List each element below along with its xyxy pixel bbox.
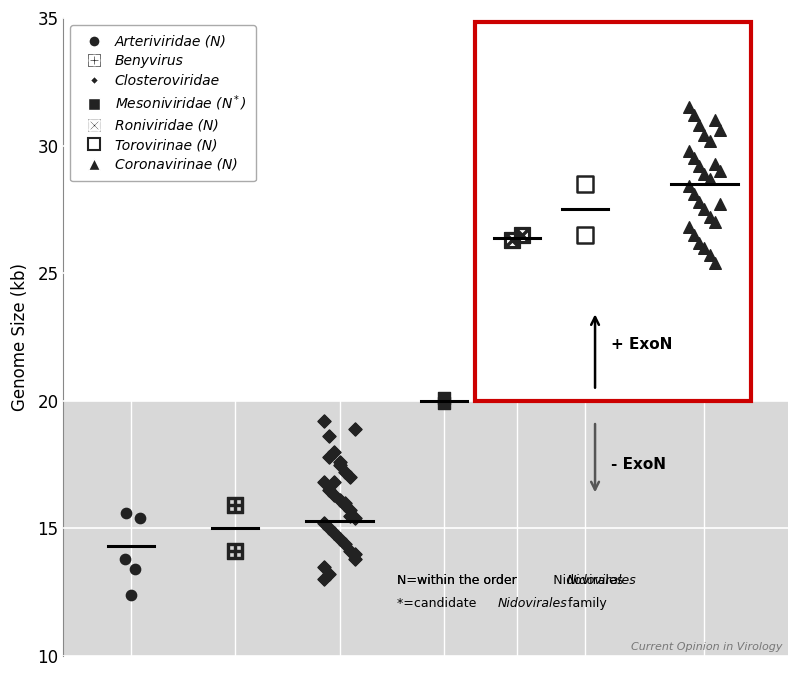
Point	[133, 513, 146, 523]
Point	[714, 165, 726, 176]
Point	[333, 459, 346, 470]
Point	[344, 472, 356, 483]
Point	[682, 222, 695, 233]
Y-axis label: Genome Size (kb): Genome Size (kb)	[11, 263, 29, 411]
Point	[703, 135, 716, 146]
Point	[688, 110, 701, 121]
Point	[714, 199, 726, 210]
Point	[339, 466, 352, 477]
Point	[333, 533, 346, 544]
Bar	[475, 22, 751, 401]
Point	[682, 145, 695, 156]
Point	[709, 258, 721, 268]
Point	[318, 416, 331, 426]
Point	[344, 505, 356, 516]
Text: *=candidate: *=candidate	[397, 597, 480, 610]
Point	[703, 174, 716, 184]
Point	[339, 538, 352, 549]
Point	[318, 477, 331, 488]
Point	[515, 230, 528, 241]
Bar	[63, 401, 788, 656]
Point	[698, 168, 711, 179]
Point	[693, 237, 706, 248]
Point	[229, 500, 242, 511]
Point	[333, 495, 346, 506]
Point	[318, 574, 331, 585]
Point	[328, 528, 341, 539]
Point	[438, 393, 451, 403]
Point	[438, 398, 451, 409]
Point	[349, 424, 362, 435]
Point	[682, 181, 695, 192]
Point	[698, 242, 711, 253]
Point	[709, 115, 721, 125]
Point	[129, 563, 141, 574]
Point	[578, 178, 591, 189]
Point	[714, 125, 726, 136]
Point	[688, 230, 701, 241]
Point	[323, 431, 336, 442]
Point	[318, 518, 331, 529]
Text: Nidovirales: Nidovirales	[498, 597, 568, 610]
Point	[229, 546, 242, 557]
Text: + ExoN: + ExoN	[610, 337, 672, 352]
Point	[693, 197, 706, 207]
Point	[709, 158, 721, 169]
Point	[693, 161, 706, 172]
Text: Nidovirales: Nidovirales	[567, 574, 637, 587]
Point	[682, 102, 695, 113]
Point	[344, 510, 356, 521]
Text: family: family	[564, 597, 606, 610]
Point	[578, 230, 591, 241]
Point	[120, 508, 133, 519]
Point	[703, 212, 716, 222]
Point	[323, 485, 336, 496]
Point	[328, 477, 341, 488]
Point	[693, 120, 706, 131]
Point	[688, 153, 701, 164]
Point	[505, 235, 518, 245]
Point	[349, 513, 362, 523]
Point	[698, 130, 711, 141]
Point	[698, 204, 711, 215]
Point	[323, 569, 336, 580]
Point	[118, 553, 131, 564]
Point	[344, 546, 356, 557]
Point	[125, 589, 137, 600]
Point	[703, 250, 716, 261]
Text: N=within the order: N=within the order	[397, 574, 521, 587]
Text: - ExoN: - ExoN	[610, 457, 666, 472]
Point	[688, 188, 701, 199]
Point	[709, 217, 721, 228]
Point	[318, 561, 331, 572]
Point	[328, 490, 341, 500]
Point	[339, 498, 352, 508]
Point	[349, 553, 362, 564]
Legend: Arteriviridae (N), Benyvirus, Closteroviridae, Mesoniviridae (N$^*$), Ronivirida: Arteriviridae (N), Benyvirus, Closterovi…	[70, 25, 256, 182]
Text: N=within the order              Nidovirales: N=within the order Nidovirales	[397, 574, 623, 587]
Point	[349, 549, 362, 559]
Point	[339, 500, 352, 511]
Point	[333, 456, 346, 467]
Text: Current Opinion in Virology: Current Opinion in Virology	[631, 641, 783, 652]
Point	[323, 523, 336, 534]
Point	[323, 452, 336, 462]
Point	[328, 446, 341, 457]
